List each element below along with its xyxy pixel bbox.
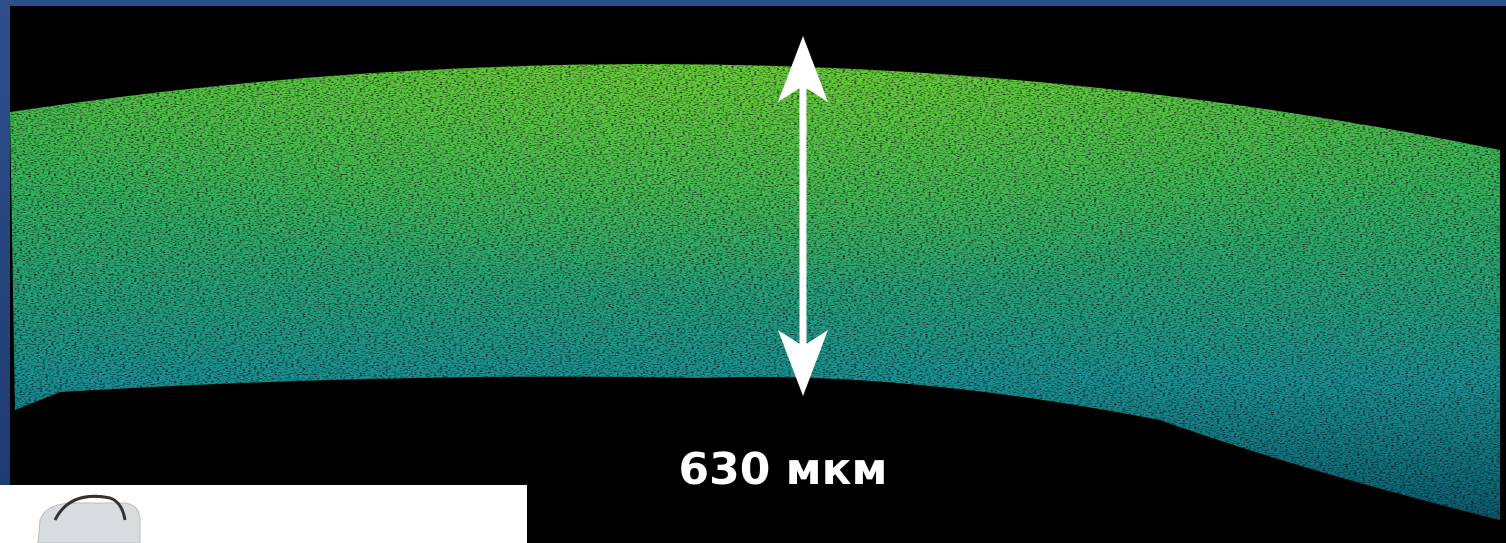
measurement-label: 630 мкм (679, 444, 888, 495)
measurement-arrow (778, 36, 828, 396)
device-thumbnail (0, 485, 527, 543)
